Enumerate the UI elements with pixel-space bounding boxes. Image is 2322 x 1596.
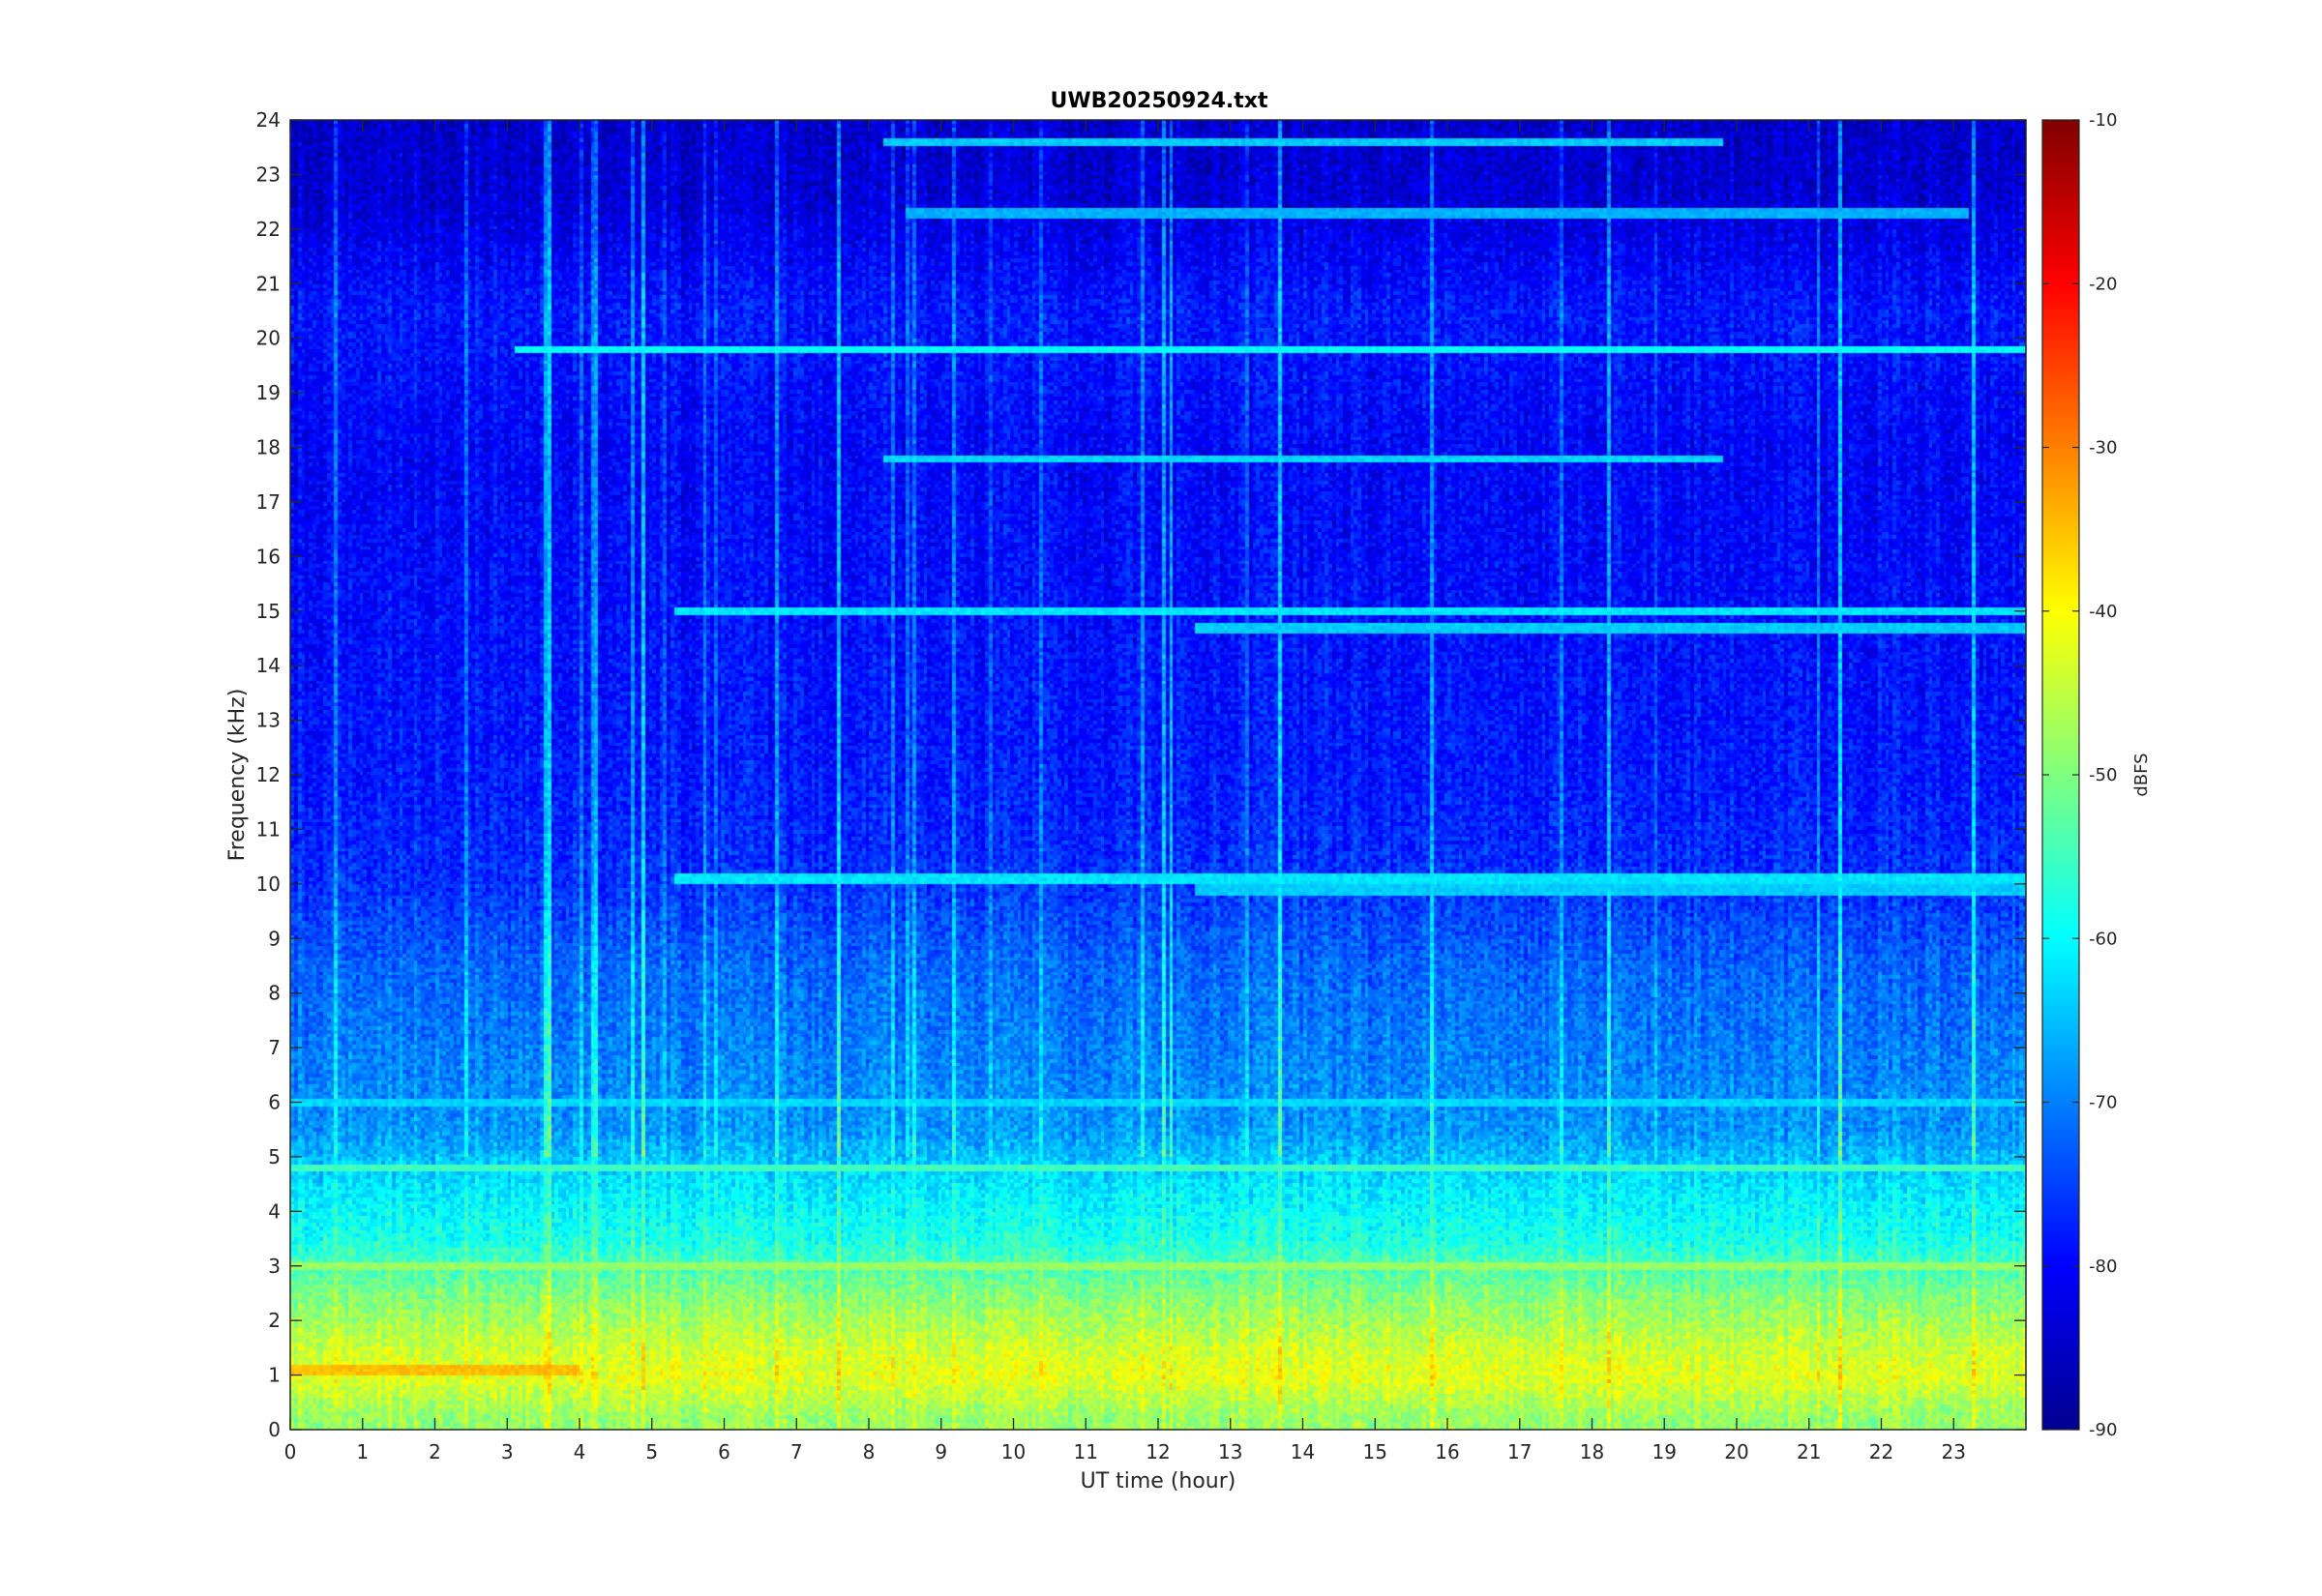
colorbar-tick-label: -40	[2089, 602, 2117, 622]
y-tick-label: 13	[256, 709, 281, 732]
y-tick-label: 15	[256, 600, 281, 623]
x-tick-label: 2	[429, 1440, 441, 1463]
y-axis-label: Frequency (kHz)	[225, 689, 250, 862]
x-tick-label: 12	[1146, 1440, 1170, 1463]
chart-title: UWB20250924.txt	[1051, 89, 1268, 113]
x-tick-label: 19	[1652, 1440, 1677, 1463]
x-axis: 0 1 2 3 4 5 6 7 8 9 10 11 12 13 14 15 16 17 18 19 20 21 22 23	[284, 120, 1966, 1463]
x-tick-label: 6	[718, 1440, 730, 1463]
x-tick-label: 13	[1218, 1440, 1242, 1463]
x-tick-label: 5	[645, 1440, 658, 1463]
x-tick-label: 17	[1507, 1440, 1532, 1463]
y-tick-label: 11	[256, 817, 281, 841]
y-tick-label: 6	[268, 1091, 281, 1114]
y-tick-label: 1	[268, 1364, 281, 1387]
y-tick-label: 10	[256, 872, 281, 896]
y-tick-label: 3	[268, 1255, 281, 1278]
x-tick-label: 8	[863, 1440, 876, 1463]
y-tick-label: 4	[268, 1199, 281, 1223]
colorbar-tick-label: -80	[2089, 1256, 2117, 1277]
x-tick-label: 16	[1435, 1440, 1459, 1463]
y-tick-label: 2	[268, 1309, 281, 1332]
x-tick-label: 4	[574, 1440, 586, 1463]
colorbar-tick-label: -70	[2089, 1093, 2117, 1113]
colorbar-tick-label: -90	[2089, 1420, 2117, 1440]
y-tick-label: 20	[256, 327, 281, 350]
colorbar-tick-label: -10	[2089, 110, 2117, 131]
x-tick-label: 23	[1942, 1440, 1966, 1463]
x-tick-label: 15	[1363, 1440, 1387, 1463]
colorbar-tick-label: -30	[2089, 438, 2117, 458]
y-tick-label: 0	[268, 1418, 281, 1441]
y-tick-label: 21	[256, 272, 281, 295]
x-tick-label: 21	[1797, 1440, 1821, 1463]
y-tick-label: 12	[256, 763, 281, 786]
x-tick-label: 20	[1724, 1440, 1748, 1463]
spectrogram-heatmap	[290, 120, 2026, 1430]
y-tick-label: 22	[256, 218, 281, 241]
x-axis-label: UT time (hour)	[1081, 1469, 1236, 1493]
colorbar-tick-label: -20	[2089, 274, 2117, 294]
y-tick-label: 7	[268, 1036, 281, 1059]
colorbar: -10 -20 -30 -40 -50 -60 -70 -80 -90 dBFS	[2041, 110, 2152, 1440]
colorbar-tick-label: -60	[2089, 929, 2117, 949]
x-tick-label: 3	[501, 1440, 514, 1463]
spectrogram-plot-area	[289, 119, 2027, 1431]
y-tick-label: 8	[268, 982, 281, 1005]
x-tick-label: 11	[1074, 1440, 1098, 1463]
y-tick-label: 5	[268, 1145, 281, 1168]
x-tick-label: 14	[1291, 1440, 1315, 1463]
x-tick-label: 0	[284, 1440, 297, 1463]
y-tick-label: 17	[256, 490, 281, 514]
x-tick-label: 10	[1001, 1440, 1026, 1463]
x-tick-label: 22	[1869, 1440, 1893, 1463]
colorbar-ticks: -10 -20 -30 -40 -50 -60 -70 -80 -90	[2042, 110, 2117, 1440]
x-tick-label: 1	[356, 1440, 369, 1463]
y-tick-label: 18	[256, 436, 281, 459]
x-tick-label: 9	[935, 1440, 947, 1463]
y-tick-label: 23	[256, 163, 281, 186]
x-tick-label: 18	[1580, 1440, 1604, 1463]
y-tick-label: 9	[268, 927, 281, 950]
y-tick-label: 14	[256, 654, 281, 677]
x-tick-label: 7	[790, 1440, 803, 1463]
y-tick-label: 16	[256, 545, 281, 568]
y-tick-label: 19	[256, 381, 281, 404]
y-tick-label: 24	[256, 108, 281, 132]
colorbar-tick-label: -50	[2089, 765, 2117, 785]
colorbar-label: dBFS	[2131, 753, 2152, 796]
